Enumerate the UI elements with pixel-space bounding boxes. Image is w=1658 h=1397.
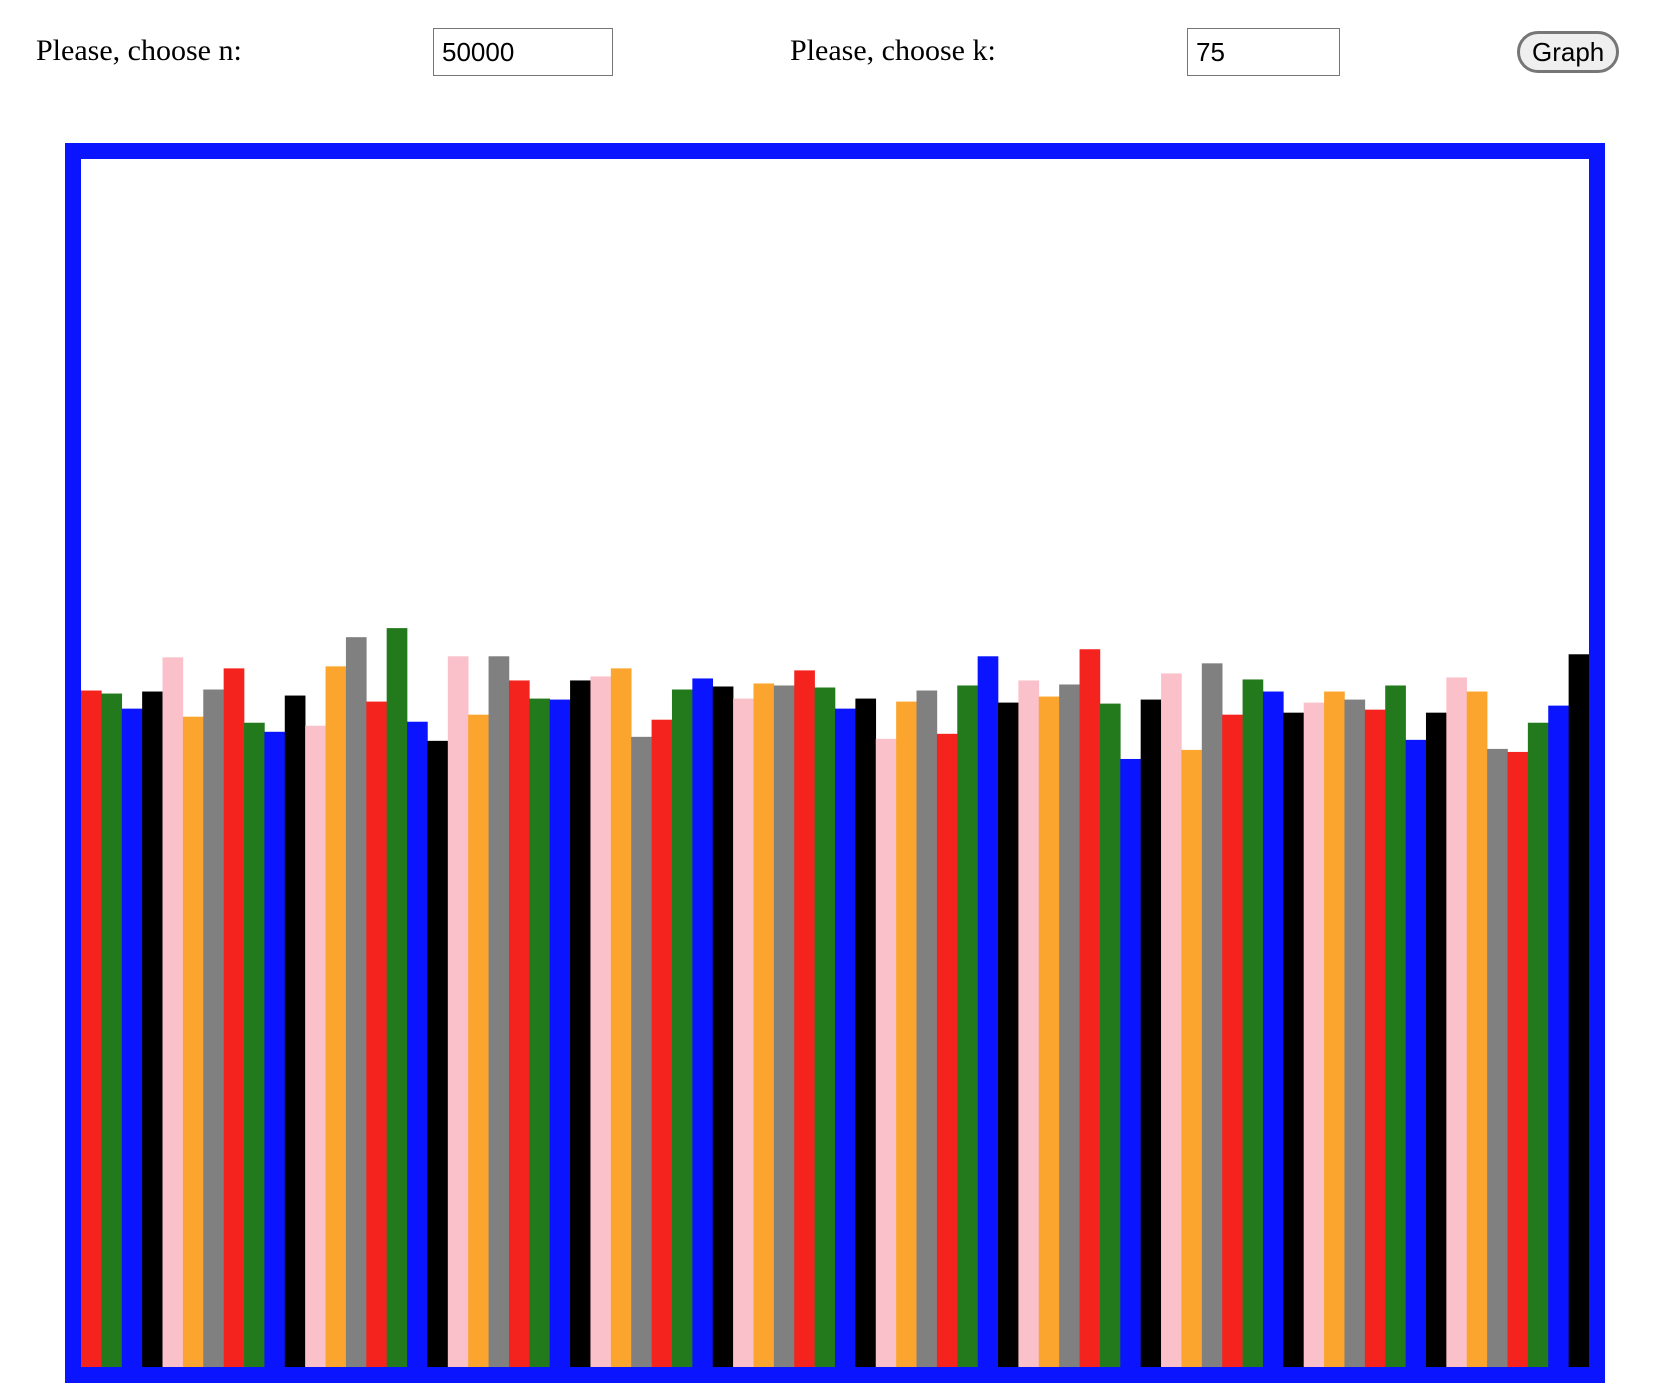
bar-59 (1262, 691, 1284, 1367)
n-label: Please, choose n: (36, 34, 242, 67)
bar-27 (610, 668, 632, 1367)
graph-button[interactable]: Graph (1517, 31, 1620, 73)
n-input[interactable] (433, 28, 613, 76)
bar-39 (855, 698, 877, 1367)
bar-29 (651, 719, 673, 1367)
bar-40 (875, 738, 897, 1367)
bar-48 (1038, 696, 1060, 1367)
bar-56 (1201, 663, 1223, 1367)
bar-14 (345, 637, 367, 1367)
bar-55 (1181, 749, 1203, 1367)
bar-53 (1140, 699, 1162, 1367)
bar-33 (733, 698, 754, 1367)
bar-1 (81, 690, 102, 1367)
k-label: Please, choose k: (790, 34, 996, 67)
bar-18 (427, 740, 449, 1367)
bar-63 (1344, 699, 1366, 1367)
bar-54 (1161, 673, 1182, 1367)
bar-25 (570, 680, 591, 1367)
bar-6 (182, 716, 204, 1367)
bar-68 (1446, 677, 1468, 1367)
bar-5 (162, 657, 184, 1367)
bar-58 (1242, 679, 1264, 1367)
bar-23 (529, 698, 550, 1367)
bar-38 (835, 708, 856, 1367)
bar-32 (712, 686, 734, 1367)
bar-37 (814, 687, 836, 1367)
bar-20 (468, 714, 489, 1367)
bar-72 (1527, 722, 1549, 1367)
bar-47 (1018, 680, 1040, 1367)
bar-36 (794, 670, 815, 1367)
bar-7 (203, 689, 224, 1367)
bar-21 (488, 656, 510, 1367)
bar-10 (264, 731, 286, 1367)
bar-70 (1487, 748, 1508, 1367)
bar-50 (1079, 649, 1101, 1367)
bar-62 (1324, 691, 1345, 1367)
bar-11 (284, 695, 306, 1367)
bar-13 (325, 666, 347, 1367)
bar-41 (896, 701, 917, 1367)
bar-71 (1507, 751, 1529, 1367)
bar-9 (244, 722, 265, 1367)
bar-66 (1405, 739, 1427, 1367)
bar-26 (590, 676, 612, 1367)
bar-19 (447, 656, 469, 1367)
bar-44 (957, 685, 978, 1367)
bar-52 (1120, 758, 1141, 1367)
bar-45 (977, 656, 999, 1367)
bar-65 (1385, 685, 1406, 1367)
bar-60 (1283, 712, 1304, 1367)
bar-2 (101, 693, 123, 1367)
bar-46 (998, 702, 1019, 1367)
bar-42 (916, 690, 938, 1367)
bar-35 (773, 685, 795, 1367)
bar-34 (753, 683, 775, 1367)
bar-57 (1222, 714, 1243, 1367)
chart-area (65, 143, 1605, 1383)
bar-12 (305, 725, 326, 1367)
bar-49 (1059, 684, 1080, 1367)
bar-69 (1466, 691, 1488, 1367)
bar-64 (1364, 709, 1386, 1367)
bar-43 (936, 733, 958, 1367)
bar-17 (407, 721, 428, 1367)
k-input[interactable] (1187, 28, 1340, 76)
bar-3 (121, 708, 143, 1367)
bar-74 (1568, 654, 1589, 1367)
bar-24 (549, 699, 571, 1367)
bar-28 (631, 736, 652, 1367)
bar-22 (508, 680, 530, 1367)
bar-chart (81, 628, 1589, 1367)
bar-73 (1548, 705, 1569, 1367)
bar-4 (142, 691, 163, 1367)
bar-30 (671, 689, 693, 1367)
bar-51 (1099, 703, 1121, 1367)
bar-16 (386, 628, 408, 1367)
bar-8 (223, 668, 245, 1367)
bar-15 (366, 701, 387, 1367)
bar-61 (1303, 702, 1325, 1367)
bar-31 (692, 678, 714, 1367)
bar-67 (1425, 712, 1447, 1367)
